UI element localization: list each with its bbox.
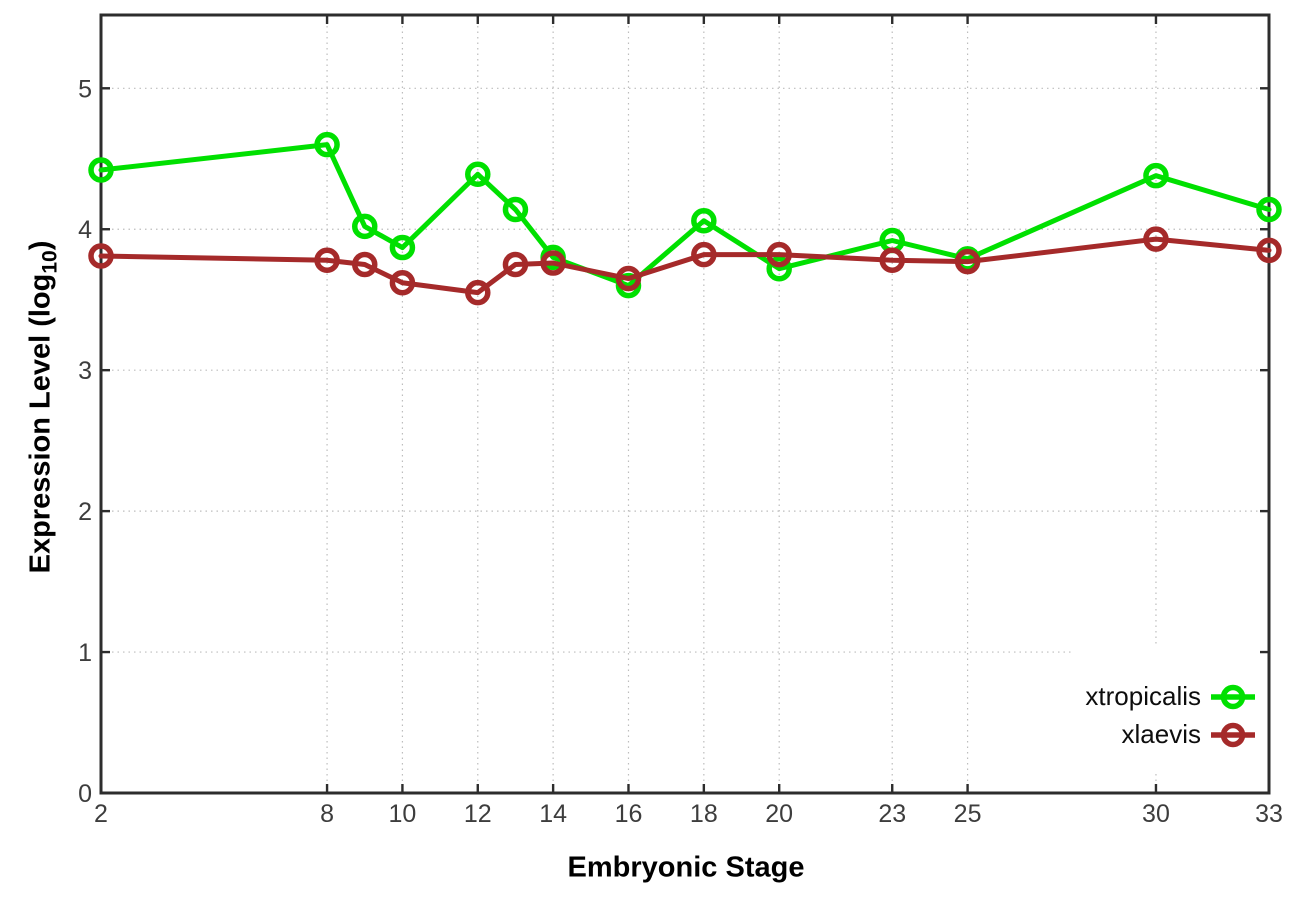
data-point-xtropicalis — [465, 161, 491, 188]
legend-sample-circle — [1220, 722, 1246, 747]
data-point-xtropicalis — [691, 208, 717, 234]
y-tick-label: 5 — [78, 75, 92, 103]
data-point-xlaevis — [314, 247, 340, 273]
legend-marker-xlaevis-icon — [1211, 722, 1255, 747]
series-line-xtropicalis — [98, 142, 1272, 289]
data-point-xlaevis — [88, 243, 114, 269]
data-point-xtropicalis — [389, 234, 416, 261]
x-tick-label: 33 — [1255, 800, 1283, 828]
legend-label-xtropicalis: xtropicalis — [1085, 681, 1201, 711]
y-tick-label: 2 — [78, 498, 92, 526]
x-tick-label: 14 — [539, 800, 567, 828]
data-point-xlaevis — [351, 251, 378, 278]
y-tick-label: 4 — [78, 216, 92, 244]
data-point-xtropicalis — [314, 131, 340, 158]
x-tick-label: 16 — [615, 800, 643, 828]
legend-label-xlaevis: xlaevis — [1121, 719, 1201, 749]
data-point-xlaevis — [879, 247, 905, 273]
x-tick-label: 8 — [320, 800, 334, 828]
legend-sample-circle — [1220, 684, 1246, 709]
y-axis-title-suffix: ) — [24, 240, 57, 251]
data-point-xlaevis — [766, 241, 792, 268]
y-axis-title-subscript: 10 — [38, 250, 62, 274]
data-point-xlaevis — [954, 248, 981, 275]
y-tick-label: 3 — [78, 357, 92, 385]
plot-border — [99, 13, 1271, 795]
data-point-xtropicalis — [88, 157, 114, 183]
x-tick-label: 25 — [954, 800, 982, 828]
y-axis-title: Expression Level (log10) — [24, 240, 62, 574]
legend-item-xlaevis: xlaevis — [1122, 719, 1256, 750]
x-tick-label: 20 — [765, 800, 793, 828]
data-point-xtropicalis — [1256, 196, 1282, 223]
data-point-xlaevis — [502, 251, 529, 278]
data-point-xlaevis — [615, 265, 642, 292]
data-point-xlaevis — [465, 279, 491, 306]
data-point-xlaevis — [389, 270, 416, 296]
data-point-xlaevis — [540, 250, 566, 276]
legend-item-xtropicalis: xtropicalis — [1085, 681, 1256, 712]
x-tick-label: 12 — [464, 800, 492, 828]
x-tick-label: 10 — [389, 800, 417, 828]
series-line-xlaevis — [98, 236, 1272, 296]
data-point-xlaevis — [1143, 226, 1169, 252]
data-point-xtropicalis — [502, 196, 529, 223]
legend-marker-xtropicalis-icon — [1211, 684, 1255, 709]
y-axis-title-text: Expression Level (log — [24, 273, 57, 574]
data-point-xtropicalis — [351, 213, 378, 240]
y-tick-label: 0 — [78, 780, 92, 808]
data-point-xlaevis — [1256, 237, 1282, 264]
legend: xtropicalis xlaevis — [1072, 645, 1258, 770]
data-point-xtropicalis — [766, 255, 792, 282]
x-tick-label: 23 — [878, 800, 906, 828]
x-tick-label: 30 — [1142, 800, 1170, 828]
x-tick-label: 18 — [690, 800, 718, 828]
data-point-xlaevis — [691, 241, 717, 268]
x-tick-label: 2 — [94, 800, 108, 828]
x-axis-title: Embryonic Stage — [567, 851, 805, 884]
data-point-xtropicalis — [1143, 162, 1169, 189]
y-tick-label: 1 — [78, 639, 92, 667]
